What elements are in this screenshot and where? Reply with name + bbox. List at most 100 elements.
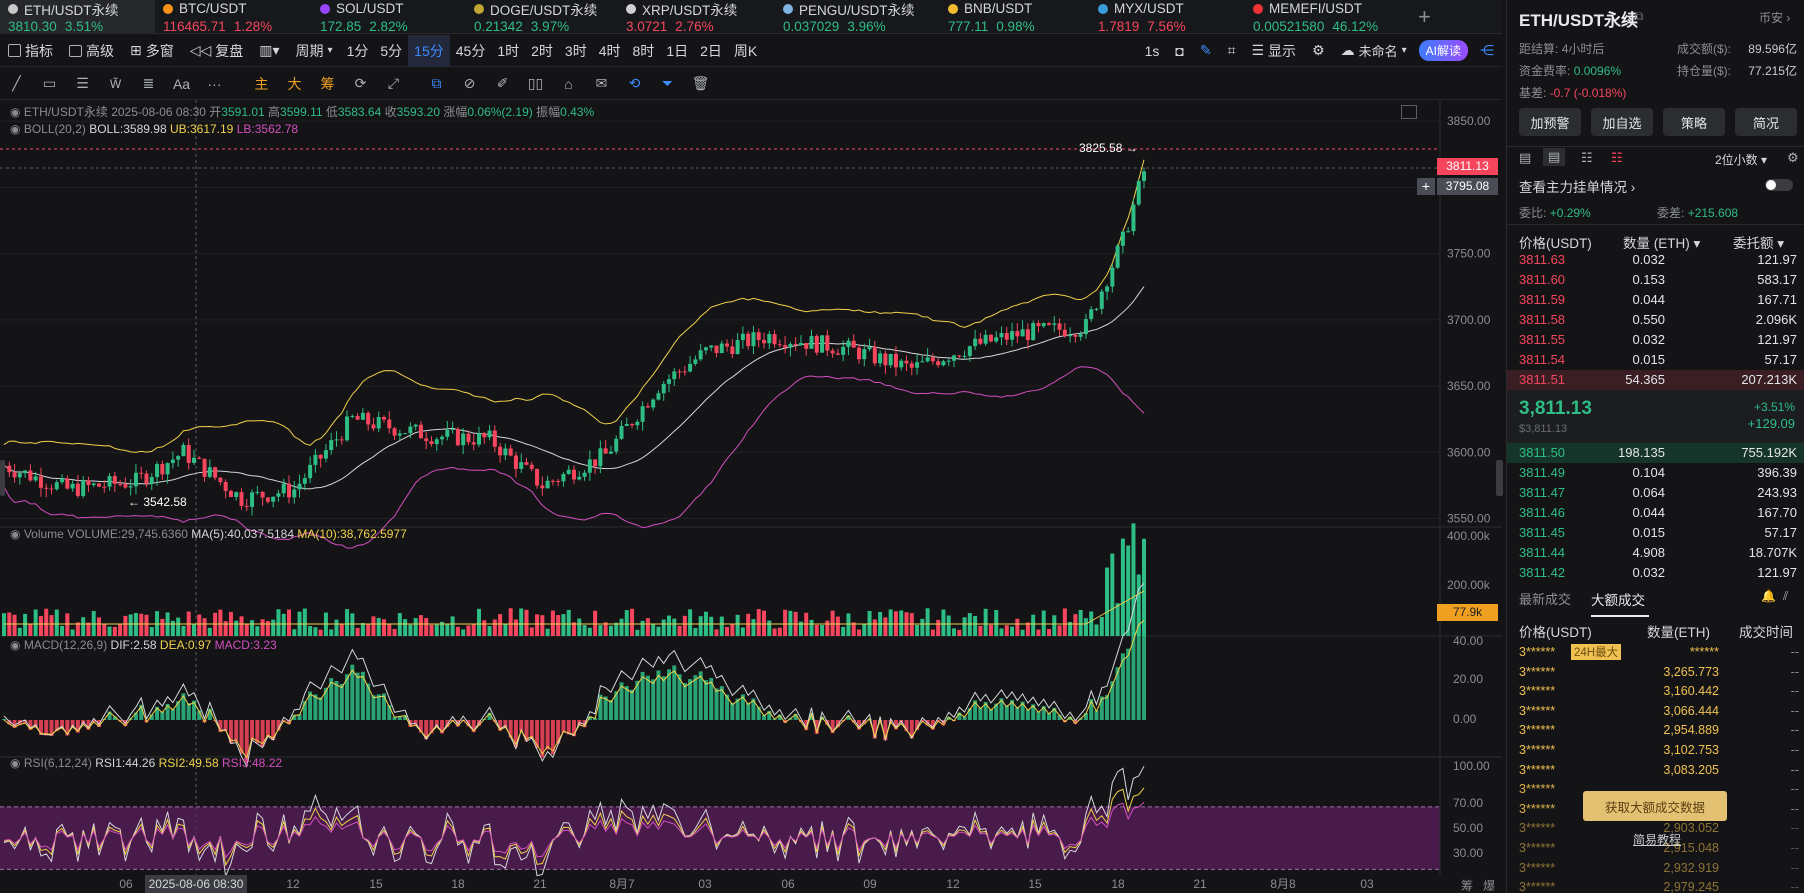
- interval-4时[interactable]: 4时: [598, 42, 621, 59]
- wave-tool-icon[interactable]: W̃: [109, 76, 122, 91]
- lock-icon[interactable]: ⌂: [564, 75, 573, 92]
- ask-row[interactable]: 3811.55 0.032 121.97: [1507, 330, 1804, 350]
- main-chip-button[interactable]: 主: [254, 75, 269, 92]
- interval-1分[interactable]: 1分: [346, 42, 369, 59]
- advanced-button[interactable]: 高级: [61, 35, 122, 67]
- symbol-tab-0[interactable]: ETH/USDT永续 3810.30 3.51%: [0, 0, 155, 34]
- big-chip-button[interactable]: 大: [287, 75, 302, 92]
- decimals-dropdown[interactable]: 2位小数 ▾: [1715, 153, 1768, 167]
- tab-recent-trades[interactable]: 最新成交: [1519, 592, 1572, 607]
- tutorial-link[interactable]: 简易教程: [1633, 833, 1682, 847]
- left-collapse-handle[interactable]: [0, 460, 5, 496]
- interval-周K[interactable]: 周K: [733, 42, 758, 59]
- brush-icon[interactable]: ✐: [496, 75, 509, 91]
- bid-row[interactable]: 3811.44 4.908 18.707K: [1507, 543, 1804, 563]
- candles-icon[interactable]: ▯▯: [527, 75, 544, 91]
- interval-1日[interactable]: 1日: [666, 42, 689, 59]
- ask-row[interactable]: 3811.60 0.153 583.17: [1507, 270, 1804, 290]
- ruler-icon[interactable]: ⊘: [463, 75, 476, 91]
- bid-row[interactable]: 3811.42 0.032 121.97: [1507, 563, 1804, 583]
- settings-icon[interactable]: ⚙: [1787, 150, 1799, 165]
- orderbook-list-icon[interactable]: ☷: [1581, 150, 1593, 165]
- layout-button[interactable]: ☁ 未命名 ▾: [1340, 42, 1407, 59]
- symbol-tab-3[interactable]: DOGE/USDT永续 0.21342 3.97%: [466, 0, 618, 34]
- whale-orders-link[interactable]: 查看主力挂单情况 ›: [1519, 180, 1636, 195]
- ask-row[interactable]: 3811.59 0.044 167.71: [1507, 290, 1804, 310]
- ob-header-amount[interactable]: 委托额 ▾: [1733, 236, 1785, 251]
- ask-row[interactable]: 3811.63 0.032 121.97: [1507, 250, 1804, 270]
- crop-icon[interactable]: ⌗: [1227, 42, 1236, 58]
- fib-tool-icon[interactable]: ≣: [142, 75, 155, 91]
- replay-button[interactable]: ◁◁ 复盘: [189, 42, 244, 59]
- add-watchlist-button[interactable]: 加自选: [1591, 108, 1653, 136]
- interval-15分[interactable]: 15分: [408, 34, 450, 67]
- add-alert-icon[interactable]: +: [1417, 178, 1435, 195]
- ai-button[interactable]: AI解读: [1415, 35, 1472, 67]
- symbol-tab-6[interactable]: BNB/USDT 777.11 0.98%: [940, 0, 1090, 34]
- add-tab-icon[interactable]: +: [1418, 4, 1431, 29]
- copy-icon[interactable]: ⧉: [431, 75, 442, 91]
- symbol-tab-2[interactable]: SOL/USDT 172.85 2.82%: [312, 0, 466, 34]
- price-chart[interactable]: 3850.003800.003750.003700.003650.003600.…: [0, 100, 1502, 893]
- magnet-icon[interactable]: ⟲: [628, 75, 641, 91]
- interval-5分[interactable]: 5分: [380, 42, 403, 59]
- add-alert-button[interactable]: 加预警: [1519, 108, 1581, 136]
- interval-3时[interactable]: 3时: [564, 42, 587, 59]
- more-tools-icon[interactable]: ···: [207, 75, 222, 92]
- orderbook-both-icon[interactable]: ▤: [1519, 150, 1532, 165]
- note-icon[interactable]: ✉: [595, 75, 608, 91]
- strategy-button[interactable]: 策略: [1663, 108, 1725, 136]
- bid-row[interactable]: 3811.49 0.104 396.39: [1507, 463, 1804, 483]
- interval-2日[interactable]: 2日: [700, 42, 722, 59]
- sync-icon[interactable]: ⟳: [354, 75, 367, 91]
- interval-2时[interactable]: 2时: [531, 42, 553, 59]
- chart-mini-icon[interactable]: ⫽: [1783, 589, 1789, 603]
- trash-icon[interactable]: 🗑: [691, 75, 710, 91]
- chip-button[interactable]: 筹: [320, 75, 335, 92]
- overview-button[interactable]: 简况: [1735, 108, 1797, 136]
- bid-row[interactable]: 3811.50 198.135 755.192K: [1507, 443, 1804, 463]
- bell-icon[interactable]: 🔔: [1761, 589, 1776, 603]
- tab-large-trades[interactable]: 大额成交: [1591, 593, 1645, 608]
- interval-1时[interactable]: 1时: [497, 42, 520, 59]
- symbol-tab-7[interactable]: MYX/USDT 1.7819 7.56%: [1090, 0, 1245, 34]
- bid-row[interactable]: 3811.47 0.064 243.93: [1507, 483, 1804, 503]
- filter-icon[interactable]: ⏷: [661, 75, 674, 91]
- panel-collapse-handle[interactable]: [1496, 460, 1503, 496]
- camera-icon[interactable]: ◘: [1175, 42, 1184, 59]
- bid-row[interactable]: 3811.46 0.044 167.70: [1507, 503, 1804, 523]
- symbol-tab-1[interactable]: BTC/USDT 116465.71 1.28%: [155, 0, 312, 34]
- get-large-trade-data-button[interactable]: 获取大额成交数据: [1583, 791, 1727, 821]
- fullscreen-icon[interactable]: [1401, 105, 1417, 119]
- symbol-tab-4[interactable]: XRP/USDT永续 3.0721 2.76%: [618, 0, 775, 34]
- whale-toggle[interactable]: [1765, 179, 1793, 191]
- liq-corner-label[interactable]: 爆: [1483, 879, 1496, 893]
- chip-corner-label[interactable]: 筹: [1461, 879, 1474, 893]
- ask-row[interactable]: 3811.54 0.015 57.17: [1507, 350, 1804, 370]
- edit-icon[interactable]: ✎: [1199, 42, 1212, 58]
- symbol-tab-5[interactable]: PENGU/USDT永续 0.037029 3.96%: [775, 0, 940, 34]
- indicators-button[interactable]: 指标: [0, 35, 61, 67]
- seconds-button[interactable]: 1s: [1144, 42, 1160, 59]
- copy-icon[interactable]: ⧉: [1635, 9, 1644, 23]
- text-tool-icon[interactable]: Aa: [172, 75, 191, 92]
- chart-type-button[interactable]: ▥▾: [251, 35, 287, 67]
- ask-row[interactable]: 3811.58 0.550 2.096K: [1507, 310, 1804, 330]
- orderbook-sell-icon[interactable]: ☷: [1611, 150, 1623, 165]
- parallel-lines-icon[interactable]: ☰: [76, 75, 89, 91]
- measure-icon[interactable]: ⤢: [387, 75, 400, 91]
- share-icon[interactable]: ⋲: [1480, 42, 1494, 58]
- display-button[interactable]: ☰ 显示: [1251, 42, 1297, 59]
- ask-row[interactable]: 3811.51 54.365 207.213K: [1507, 370, 1804, 390]
- exchange-selector[interactable]: 币安 ›: [1759, 11, 1791, 25]
- period-dropdown[interactable]: 周期 ▾: [295, 42, 333, 59]
- rectangle-tool-icon[interactable]: ▭: [42, 75, 57, 91]
- ob-header-qty[interactable]: 数量 (ETH) ▾: [1623, 236, 1701, 251]
- interval-45分[interactable]: 45分: [455, 42, 486, 59]
- interval-8时[interactable]: 8时: [632, 42, 655, 59]
- settings-icon[interactable]: ⚙: [1312, 42, 1325, 58]
- line-tool-icon[interactable]: ╱: [12, 75, 21, 91]
- orderbook-buy-icon[interactable]: ▤: [1543, 148, 1566, 166]
- bid-row[interactable]: 3811.45 0.015 57.17: [1507, 523, 1804, 543]
- multi-window-button[interactable]: ⊞ 多窗: [130, 42, 174, 59]
